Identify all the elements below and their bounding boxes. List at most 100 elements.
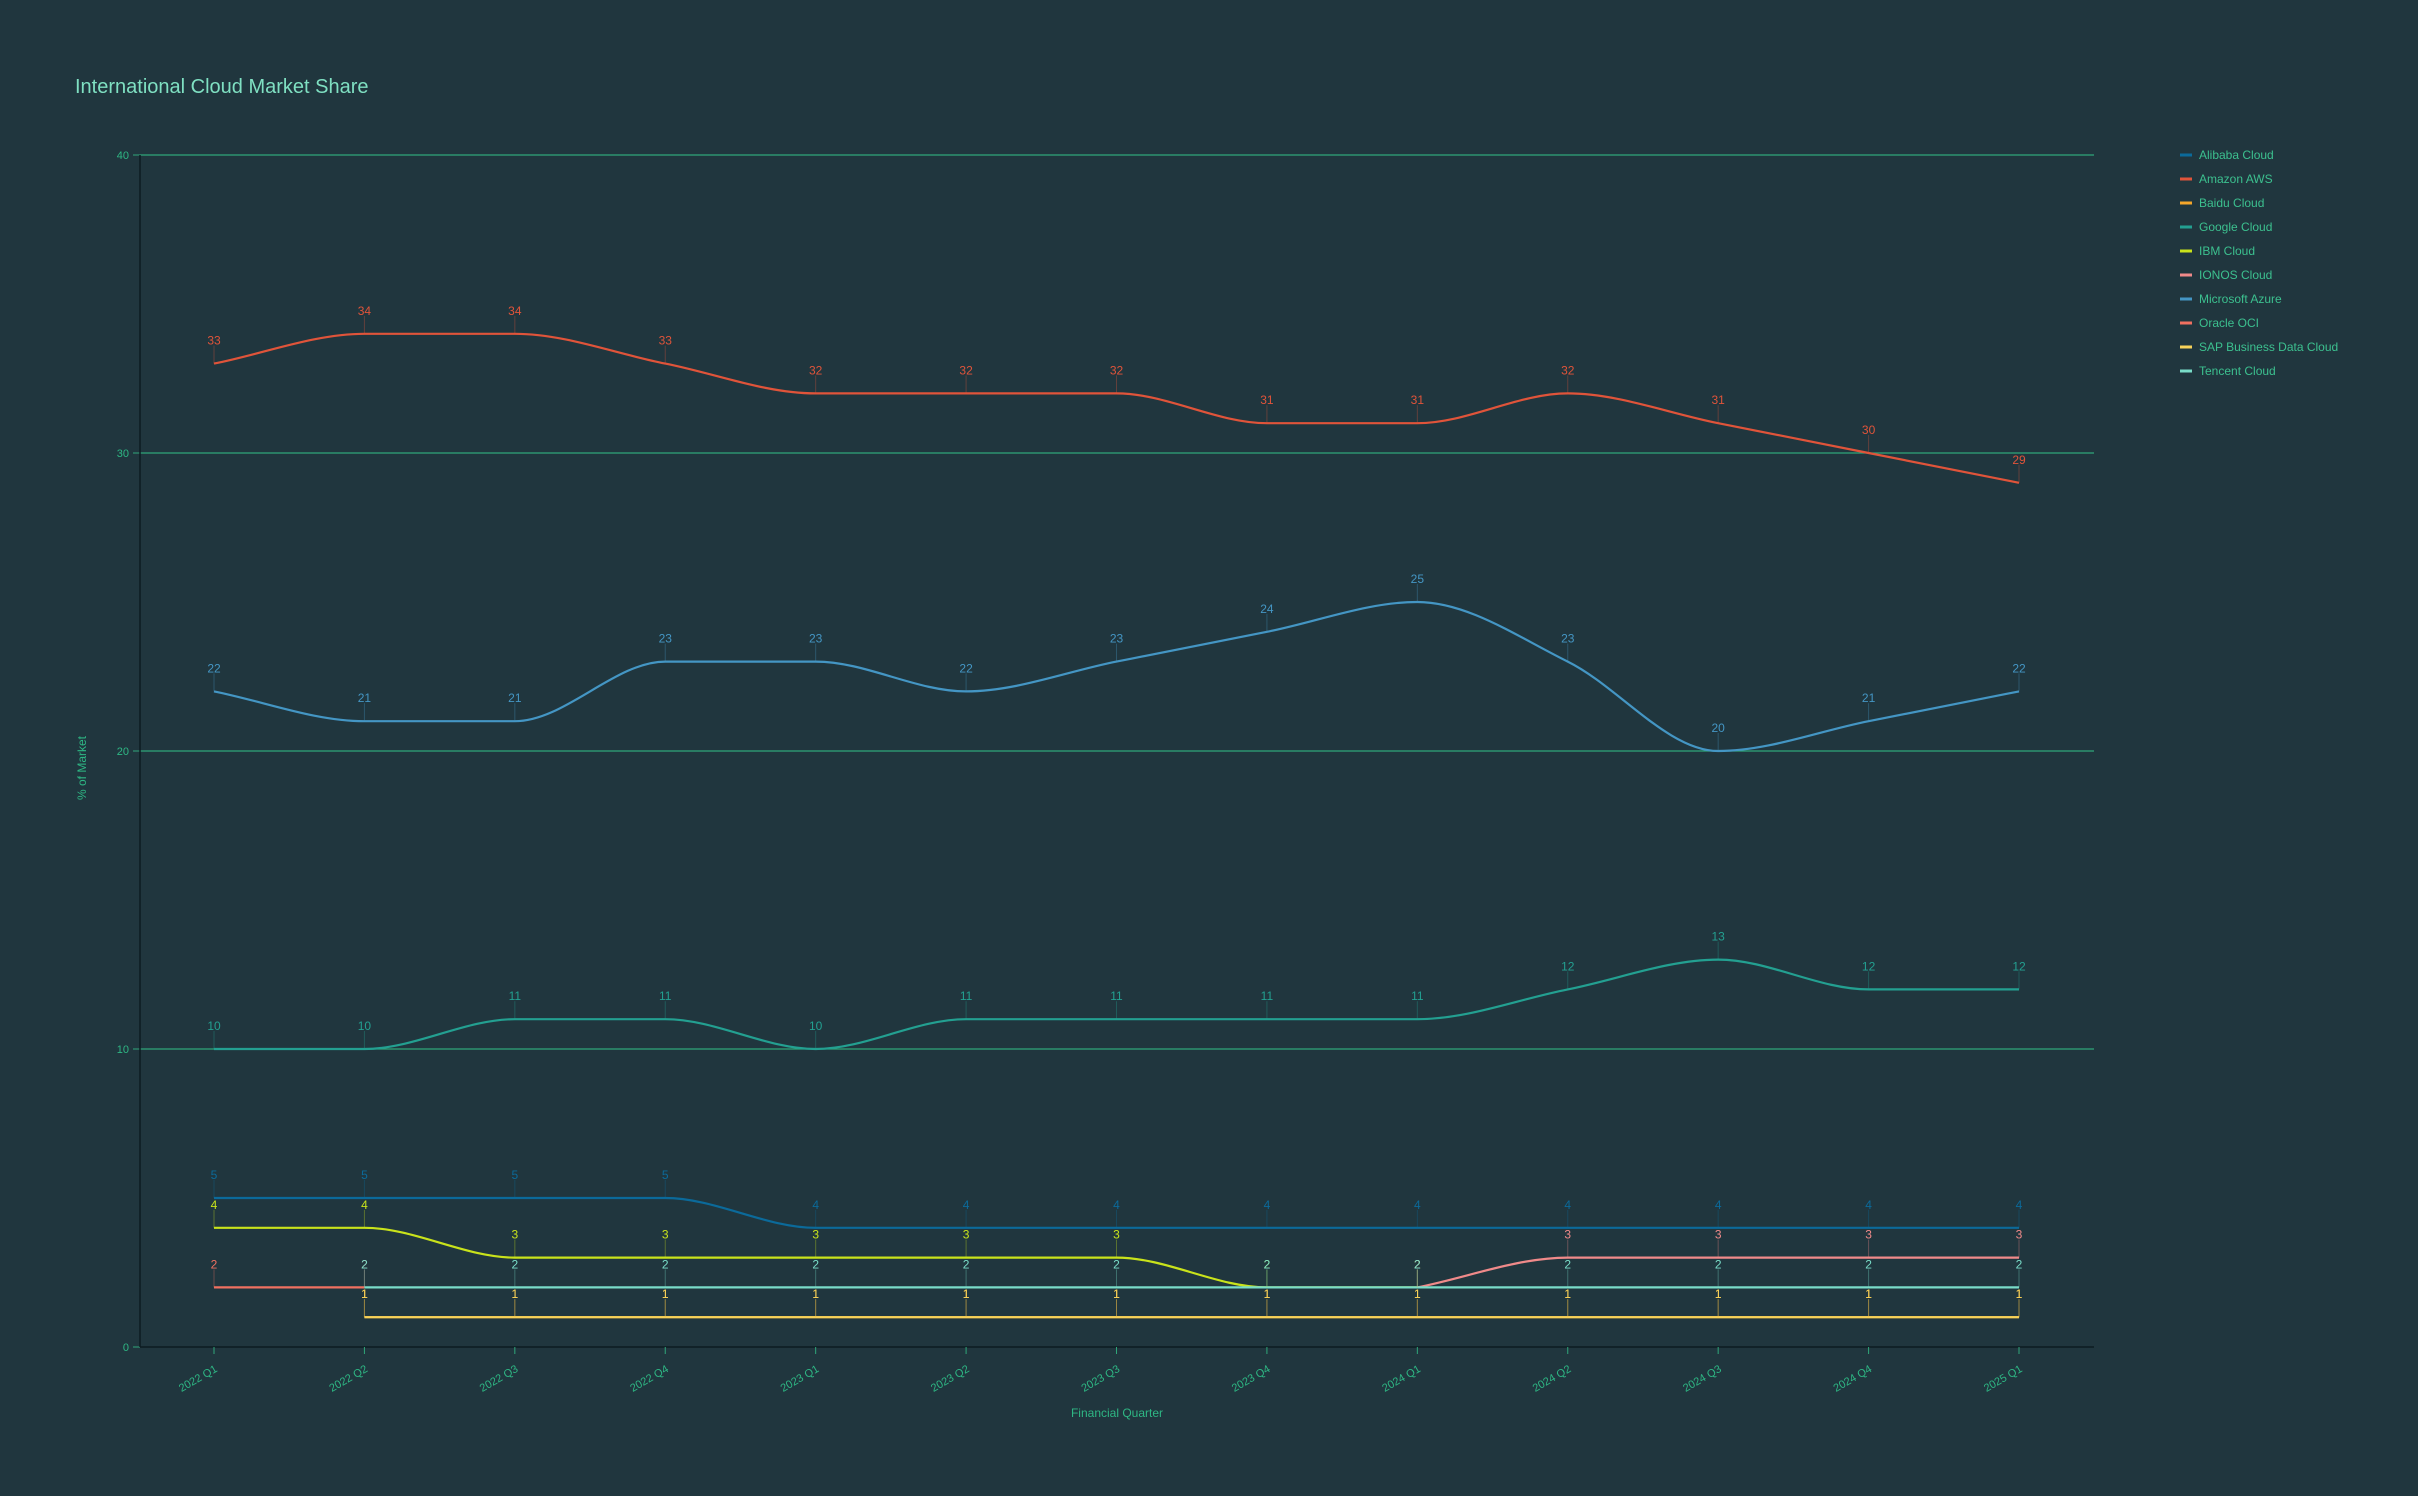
x-tick-label: 2024 Q4 xyxy=(1832,1363,1875,1394)
data-label-google-cloud: 11 xyxy=(659,989,672,1003)
y-tick-label: 30 xyxy=(117,448,129,460)
data-label-sap-business-data-cloud: 1 xyxy=(1715,1287,1722,1301)
data-label-google-cloud: 11 xyxy=(960,989,973,1003)
data-label-amazon-aws: 34 xyxy=(508,304,522,318)
data-label-google-cloud: 12 xyxy=(1561,959,1575,973)
data-label-oracle-oci: 2 xyxy=(211,1257,218,1271)
data-label-alibaba-cloud: 5 xyxy=(662,1168,669,1182)
data-label-amazon-aws: 33 xyxy=(207,334,221,348)
data-label-alibaba-cloud: 4 xyxy=(1264,1198,1271,1212)
data-label-tencent-cloud: 2 xyxy=(812,1257,819,1271)
y-tick-label: 20 xyxy=(117,746,129,758)
data-label-ionos-cloud: 2 xyxy=(1414,1257,1421,1271)
data-label-google-cloud: 10 xyxy=(207,1019,221,1033)
data-label-tencent-cloud: 2 xyxy=(1715,1257,1722,1271)
grid xyxy=(140,154,2094,1050)
data-label-tencent-cloud: 2 xyxy=(511,1257,518,1271)
legend-item-microsoft-azure: Microsoft Azure xyxy=(2199,292,2282,306)
data-label-alibaba-cloud: 5 xyxy=(211,1168,218,1182)
series-line-google-cloud xyxy=(214,958,2019,1051)
data-label-alibaba-cloud: 4 xyxy=(1715,1198,1722,1212)
series-line-amazon-aws xyxy=(213,332,2020,484)
data-label-sap-business-data-cloud: 1 xyxy=(1414,1287,1421,1301)
data-label-amazon-aws: 31 xyxy=(1411,393,1425,407)
data-label-google-cloud: 10 xyxy=(358,1019,372,1033)
x-tick-label: 2025 Q1 xyxy=(1982,1363,2025,1394)
data-label-sap-business-data-cloud: 1 xyxy=(1865,1287,1872,1301)
data-label-tencent-cloud: 2 xyxy=(963,1257,970,1271)
data-label-google-cloud: 11 xyxy=(1411,989,1424,1003)
y-tick-label: 10 xyxy=(117,1044,129,1056)
data-label-alibaba-cloud: 4 xyxy=(1113,1198,1120,1212)
data-label-sap-business-data-cloud: 1 xyxy=(1564,1287,1571,1301)
legend-item-amazon-aws: Amazon AWS xyxy=(2199,172,2273,186)
data-label-amazon-aws: 34 xyxy=(358,304,372,318)
chart-title: International Cloud Market Share xyxy=(75,76,369,98)
legend-item-ibm-cloud: IBM Cloud xyxy=(2199,244,2255,258)
data-label-sap-business-data-cloud: 1 xyxy=(2016,1287,2023,1301)
data-label-microsoft-azure: 22 xyxy=(207,661,221,675)
x-tick-label: 2022 Q1 xyxy=(177,1363,220,1394)
data-label-google-cloud: 11 xyxy=(509,989,522,1003)
data-label-tencent-cloud: 2 xyxy=(1564,1257,1571,1271)
data-label-amazon-aws: 32 xyxy=(1110,363,1124,377)
data-label-alibaba-cloud: 4 xyxy=(1564,1198,1571,1212)
data-label-sap-business-data-cloud: 1 xyxy=(963,1287,970,1301)
data-label-baidu-cloud: 1 xyxy=(1264,1287,1271,1301)
data-label-baidu-cloud: 1 xyxy=(963,1287,970,1301)
data-label-google-cloud: 12 xyxy=(2012,959,2026,973)
data-label-oracle-oci: 2 xyxy=(361,1257,368,1271)
legend: Alibaba Cloud Amazon AWS Baidu Cloud Google… xyxy=(2180,148,2338,378)
x-tick-label: 2023 Q3 xyxy=(1079,1363,1122,1394)
x-tick-label: 2022 Q3 xyxy=(478,1363,521,1394)
data-label-ionos-cloud: 3 xyxy=(1865,1228,1872,1242)
data-label-ibm-cloud: 4 xyxy=(361,1198,368,1212)
legend-item-oracle-oci: Oracle OCI xyxy=(2199,316,2259,330)
data-label-google-cloud: 10 xyxy=(809,1019,823,1033)
y-axis-title: % of Market xyxy=(75,735,89,800)
data-label-sap-business-data-cloud: 1 xyxy=(511,1287,518,1301)
x-tick-label: 2023 Q1 xyxy=(779,1363,822,1394)
data-label-google-cloud: 12 xyxy=(1862,959,1876,973)
data-label-amazon-aws: 31 xyxy=(1260,393,1274,407)
data-label-baidu-cloud: 1 xyxy=(1564,1287,1571,1301)
data-label-microsoft-azure: 21 xyxy=(508,691,522,705)
data-label-ibm-cloud: 3 xyxy=(812,1228,819,1242)
data-label-amazon-aws: 29 xyxy=(2012,453,2026,467)
series-line-ionos-cloud xyxy=(1417,1256,2019,1289)
data-label-sap-business-data-cloud: 1 xyxy=(1113,1287,1120,1301)
x-tick-label: 2023 Q2 xyxy=(929,1363,972,1394)
data-label-microsoft-azure: 21 xyxy=(358,691,372,705)
data-label-baidu-cloud: 1 xyxy=(1865,1287,1872,1301)
data-label-microsoft-azure: 22 xyxy=(959,661,973,675)
data-label-baidu-cloud: 1 xyxy=(361,1287,368,1301)
data-label-amazon-aws: 33 xyxy=(659,334,673,348)
y-tick-label: 0 xyxy=(123,1342,129,1354)
data-label-ionos-cloud: 3 xyxy=(2016,1228,2023,1242)
data-label-microsoft-azure: 23 xyxy=(659,632,673,646)
data-label-tencent-cloud: 2 xyxy=(1414,1257,1421,1271)
data-label-ionos-cloud: 3 xyxy=(1564,1228,1571,1242)
data-label-baidu-cloud: 1 xyxy=(662,1287,669,1301)
x-tick-label: 2023 Q4 xyxy=(1230,1363,1273,1394)
data-label-google-cloud: 11 xyxy=(1261,989,1274,1003)
data-label-amazon-aws: 31 xyxy=(1711,393,1725,407)
data-label-amazon-aws: 30 xyxy=(1862,423,1876,437)
x-tick-label: 2022 Q4 xyxy=(628,1363,671,1394)
data-label-tencent-cloud: 2 xyxy=(1865,1257,1872,1271)
data-label-tencent-cloud: 2 xyxy=(1264,1257,1271,1271)
data-label-tencent-cloud: 2 xyxy=(1113,1257,1120,1271)
x-tick-label: 2024 Q2 xyxy=(1531,1363,1574,1394)
x-tick-label: 2024 Q1 xyxy=(1380,1363,1423,1394)
x-tick-label: 2024 Q3 xyxy=(1681,1363,1724,1394)
data-label-alibaba-cloud: 5 xyxy=(511,1168,518,1182)
legend-item-alibaba-cloud: Alibaba Cloud xyxy=(2199,148,2274,162)
data-label-microsoft-azure: 20 xyxy=(1711,721,1725,735)
data-label-ibm-cloud: 2 xyxy=(1264,1257,1271,1271)
legend-item-ionos-cloud: IONOS Cloud xyxy=(2199,268,2272,282)
series-lines xyxy=(213,332,2020,1319)
data-label-google-cloud: 11 xyxy=(1110,989,1123,1003)
data-label-ibm-cloud: 3 xyxy=(662,1228,669,1242)
x-tick-label: 2022 Q2 xyxy=(327,1363,370,1394)
